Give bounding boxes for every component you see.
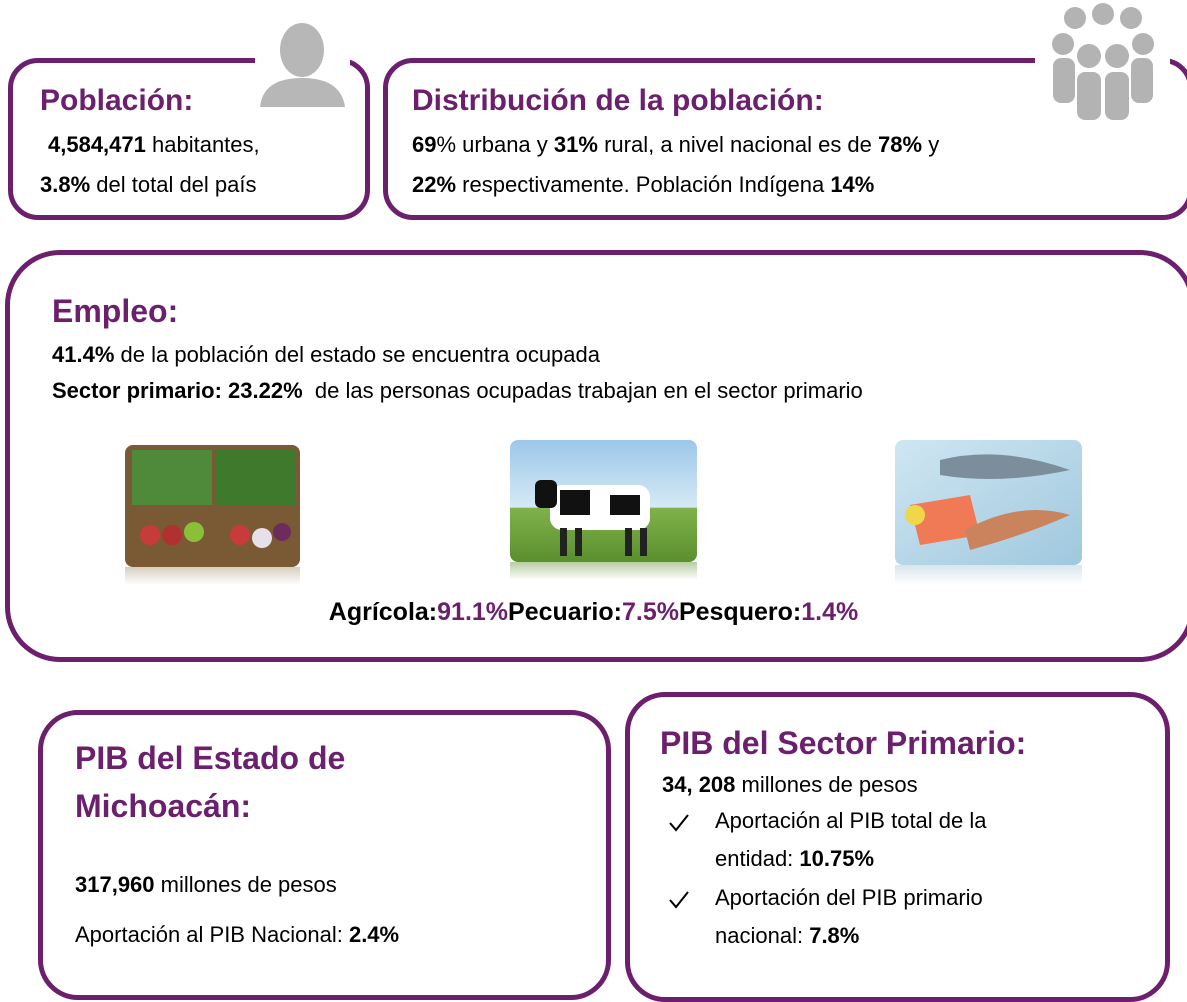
sector-value: 1.4% [801, 598, 858, 626]
text: habitantes, [152, 132, 260, 157]
value: 317,960 [75, 872, 155, 897]
empleo-line: 41.4% de la población del estado se encu… [52, 342, 600, 368]
text: Aportación al PIB Nacional: [75, 922, 343, 947]
pib-primario-item: Aportación al PIB total de la [715, 808, 987, 834]
text: de la población del estado se encuentra … [121, 342, 600, 367]
value: 31% [554, 132, 598, 157]
distribucion-title: Distribución de la población: [412, 84, 824, 118]
sector-images [120, 440, 1090, 590]
empleo-title: Empleo: [52, 293, 178, 330]
poblacion-line: 3.8% del total del país [40, 172, 257, 198]
text: del total del país [96, 172, 256, 197]
pib-primario-item: nacional: 7.8% [715, 923, 859, 949]
agricola-image [125, 445, 300, 585]
pib-estado-line: 317,960 millones de pesos [75, 872, 337, 898]
pecuario-image [510, 440, 697, 580]
value: 69 [412, 132, 436, 157]
value: 3.8% [40, 172, 90, 197]
sectores-line: Agrícola:91.1%Pecuario:7.5%Pesquero:1.4% [0, 598, 1187, 627]
text: millones de pesos [742, 772, 918, 797]
text: nacional: [715, 923, 803, 948]
text: respectivamente. Población Indígena [462, 172, 824, 197]
distribucion-line: 22% respectivamente. Población Indígena … [412, 172, 874, 198]
sector-name: Pecuario: [508, 598, 622, 626]
pib-estado-line: Aportación al PIB Nacional: 2.4% [75, 922, 399, 948]
sector-name: Agrícola: [329, 598, 437, 626]
text: rural, a nivel nacional es de [604, 132, 872, 157]
distribucion-line: 69% urbana y 31% rural, a nivel nacional… [412, 132, 939, 158]
poblacion-title: Población: [40, 84, 193, 118]
value: 4,584,471 [48, 132, 146, 157]
value: 7.8% [809, 923, 859, 948]
pib-primario-title: PIB del Sector Primario: [660, 725, 1026, 762]
page: Población: 4,584,471 habitantes, 3.8% de… [0, 0, 1187, 971]
pib-estado-title: PIB del Estado de [75, 740, 345, 777]
poblacion-line: 4,584,471 habitantes, [48, 132, 260, 158]
empleo-line: Sector primario: 23.22% de las personas … [52, 378, 863, 404]
pib-primario-item: entidad: 10.75% [715, 846, 874, 872]
sector-value: 91.1% [437, 598, 508, 626]
value: 34, 208 [662, 772, 735, 797]
pib-primario-item: Aportación del PIB primario [715, 885, 983, 911]
value: 78% [878, 132, 922, 157]
sector-value: 7.5% [622, 598, 679, 626]
sector-name: Pesquero: [679, 598, 801, 626]
value: Sector primario: 23.22% [52, 378, 303, 403]
text: % urbana y [436, 132, 547, 157]
value: 10.75% [799, 846, 874, 871]
people-icon [1035, 0, 1170, 122]
pib-estado-title: Michoacán: [75, 788, 251, 825]
value: 41.4% [52, 342, 114, 367]
value: 14% [830, 172, 874, 197]
text: entidad: [715, 846, 793, 871]
check-icon [668, 890, 690, 910]
person-icon [255, 12, 350, 112]
text: de las personas ocupadas trabajan en el … [315, 378, 863, 403]
text: y [928, 132, 939, 157]
text: millones de pesos [161, 872, 337, 897]
check-icon [668, 813, 690, 833]
value: 22% [412, 172, 456, 197]
pesquero-image [895, 440, 1082, 585]
value: 2.4% [349, 922, 399, 947]
pib-primario-line: 34, 208 millones de pesos [662, 772, 918, 798]
